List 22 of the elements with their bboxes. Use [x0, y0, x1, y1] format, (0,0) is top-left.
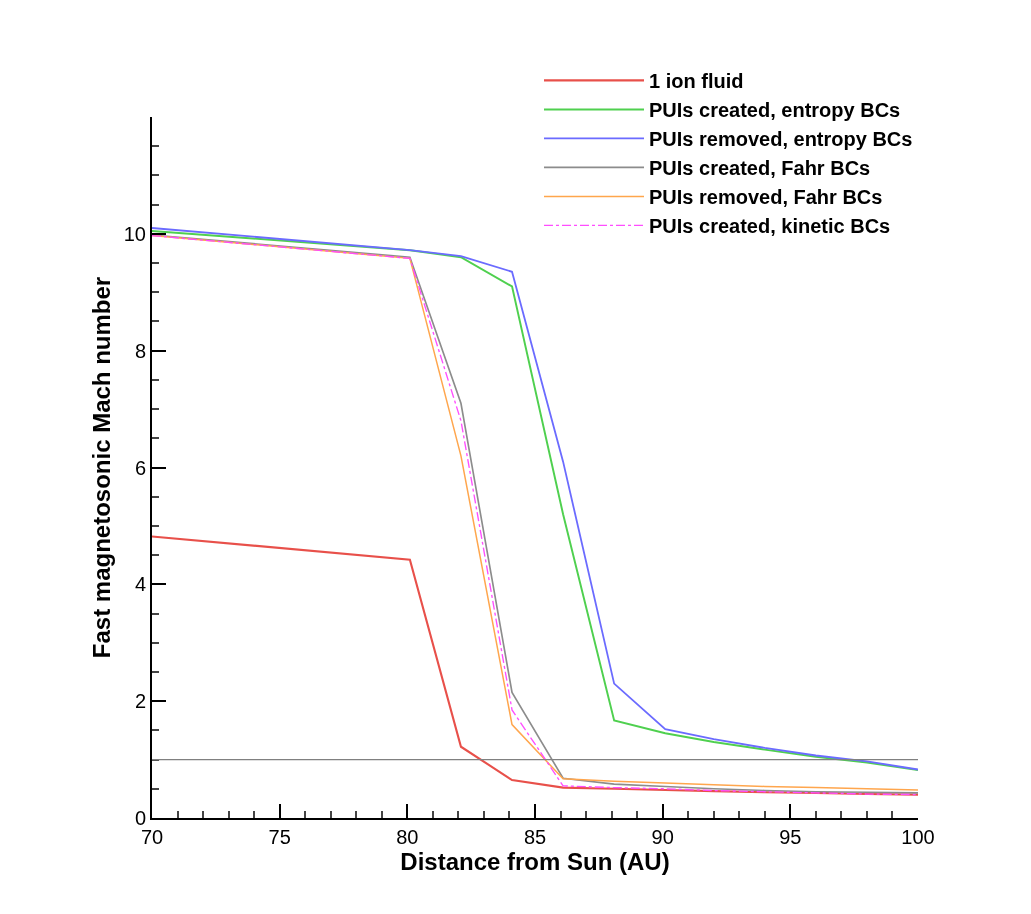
- y-tick-label: 8: [134, 339, 146, 362]
- legend-label: PUIs removed, entropy BCs: [649, 128, 913, 151]
- legend-label: PUIs removed, Fahr BCs: [649, 186, 883, 209]
- legend-label: 1 ion fluid: [649, 70, 744, 93]
- y-tick-label: 4: [134, 573, 146, 596]
- x-tick-label: 80: [396, 826, 419, 848]
- x-tick-label: 95: [779, 826, 802, 848]
- x-tick-label: 75: [268, 826, 291, 848]
- x-axis-title: Distance from Sun (AU): [400, 848, 670, 875]
- y-tick-label: 0: [134, 807, 146, 829]
- line-series: [152, 535, 918, 796]
- x-tick-label: 70: [140, 826, 164, 848]
- y-tick-label: 6: [134, 456, 146, 479]
- legend-label: PUIs created, Fahr BCs: [649, 157, 871, 180]
- x-tick-label: 90: [651, 826, 674, 848]
- y-tick-label: 2: [134, 690, 146, 713]
- legend-label: PUIs created, kinetic BCs: [649, 215, 891, 238]
- legend-label: PUIs created, entropy BCs: [649, 99, 901, 122]
- y-tick-label: 10: [123, 222, 146, 245]
- x-tick-label: 100: [901, 826, 935, 848]
- y-axis-title: Fast magnetosonic Mach number: [88, 276, 116, 659]
- x-tick-label: 85: [523, 826, 547, 848]
